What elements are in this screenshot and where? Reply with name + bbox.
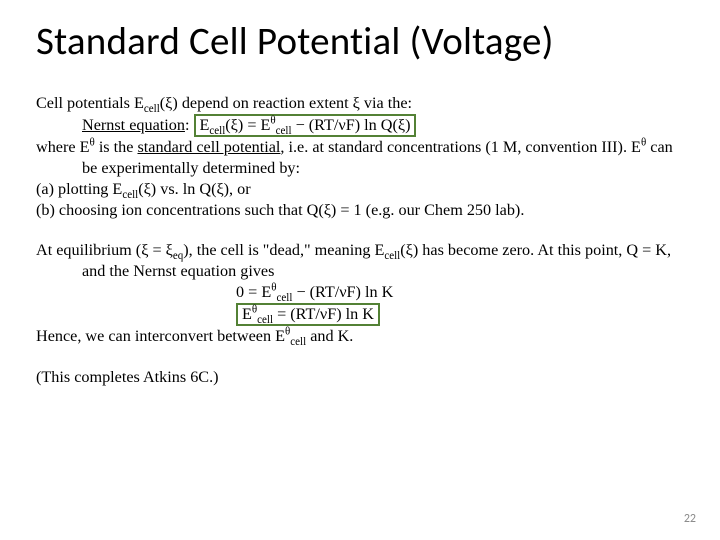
- eq-zero: 0 = Eθcell − (RT/νF) ln K: [36, 282, 684, 303]
- text: , i.e. at standard concentrations (1 M, …: [280, 138, 641, 156]
- paragraph-3: (This completes Atkins 6C.): [36, 367, 684, 388]
- sub-cell: cell: [384, 251, 400, 263]
- text: Cell potentials E: [36, 94, 144, 112]
- text: Hence, we can interconvert between E: [36, 327, 285, 345]
- nernst-label: Nernst equation: [82, 116, 185, 134]
- line-hence: Hence, we can interconvert between Eθcel…: [36, 326, 684, 347]
- line-atkins: (This completes Atkins 6C.): [36, 367, 684, 388]
- text: E: [242, 305, 252, 323]
- text: 0 = E: [236, 283, 271, 301]
- line-b: (b) choosing ion concentrations such tha…: [36, 200, 684, 221]
- slide: Standard Cell Potential (Voltage) Cell p…: [0, 0, 720, 540]
- paragraph-1: Cell potentials E cell (ξ) depend on react…: [36, 93, 684, 220]
- text: and K.: [306, 327, 353, 345]
- text: − (RT/νF) ln K: [292, 283, 393, 301]
- text: :: [185, 116, 194, 134]
- text: (ξ) = E: [225, 116, 270, 134]
- text: where E: [36, 138, 89, 156]
- text: At equilibrium (ξ = ξ: [36, 241, 173, 259]
- sub-cell: cell: [209, 125, 225, 137]
- etheta-equation-box: Eθcell = (RT/νF) ln K: [236, 303, 380, 327]
- line-nernst: Nernst equation: Ecell(ξ) = Eθcell − (RT…: [36, 114, 684, 138]
- sub-cell: cell: [276, 125, 292, 137]
- text: (a) plotting E: [36, 180, 122, 198]
- paragraph-2: At equilibrium (ξ = ξeq), the cell is "d…: [36, 240, 684, 347]
- nernst-equation-box: Ecell(ξ) = Eθcell − (RT/νF) ln Q(ξ): [194, 114, 417, 138]
- line-cell-potentials: Cell potentials Ecell(ξ) depend on react…: [36, 93, 684, 114]
- sub-cell: cell: [257, 314, 273, 326]
- line-where: where Eθ is the standard cell potential,…: [36, 137, 684, 178]
- sub-eq: eq: [173, 251, 183, 263]
- std-cell-pot-label: standard cell potential: [137, 138, 280, 156]
- text: (ξ) vs. ln Q(ξ), or: [138, 180, 250, 198]
- slide-title: Standard Cell Potential (Voltage): [36, 18, 684, 65]
- page-number: 22: [684, 512, 696, 526]
- sub-cell: cell: [290, 336, 306, 348]
- line-a: (a) plotting Ecell(ξ) vs. ln Q(ξ), or: [36, 179, 684, 200]
- eq-boxed: Eθcell = (RT/νF) ln K: [36, 303, 684, 327]
- text: − (RT/νF) ln Q(ξ): [292, 116, 411, 134]
- text: = (RT/νF) ln K: [273, 305, 374, 323]
- text: (ξ) depend on reaction extent ξ via the:: [160, 94, 412, 112]
- text: E: [200, 116, 210, 134]
- text: ), the cell is "dead," meaning E: [183, 241, 384, 259]
- line-equilibrium: At equilibrium (ξ = ξeq), the cell is "d…: [36, 240, 684, 281]
- text: is the: [95, 138, 138, 156]
